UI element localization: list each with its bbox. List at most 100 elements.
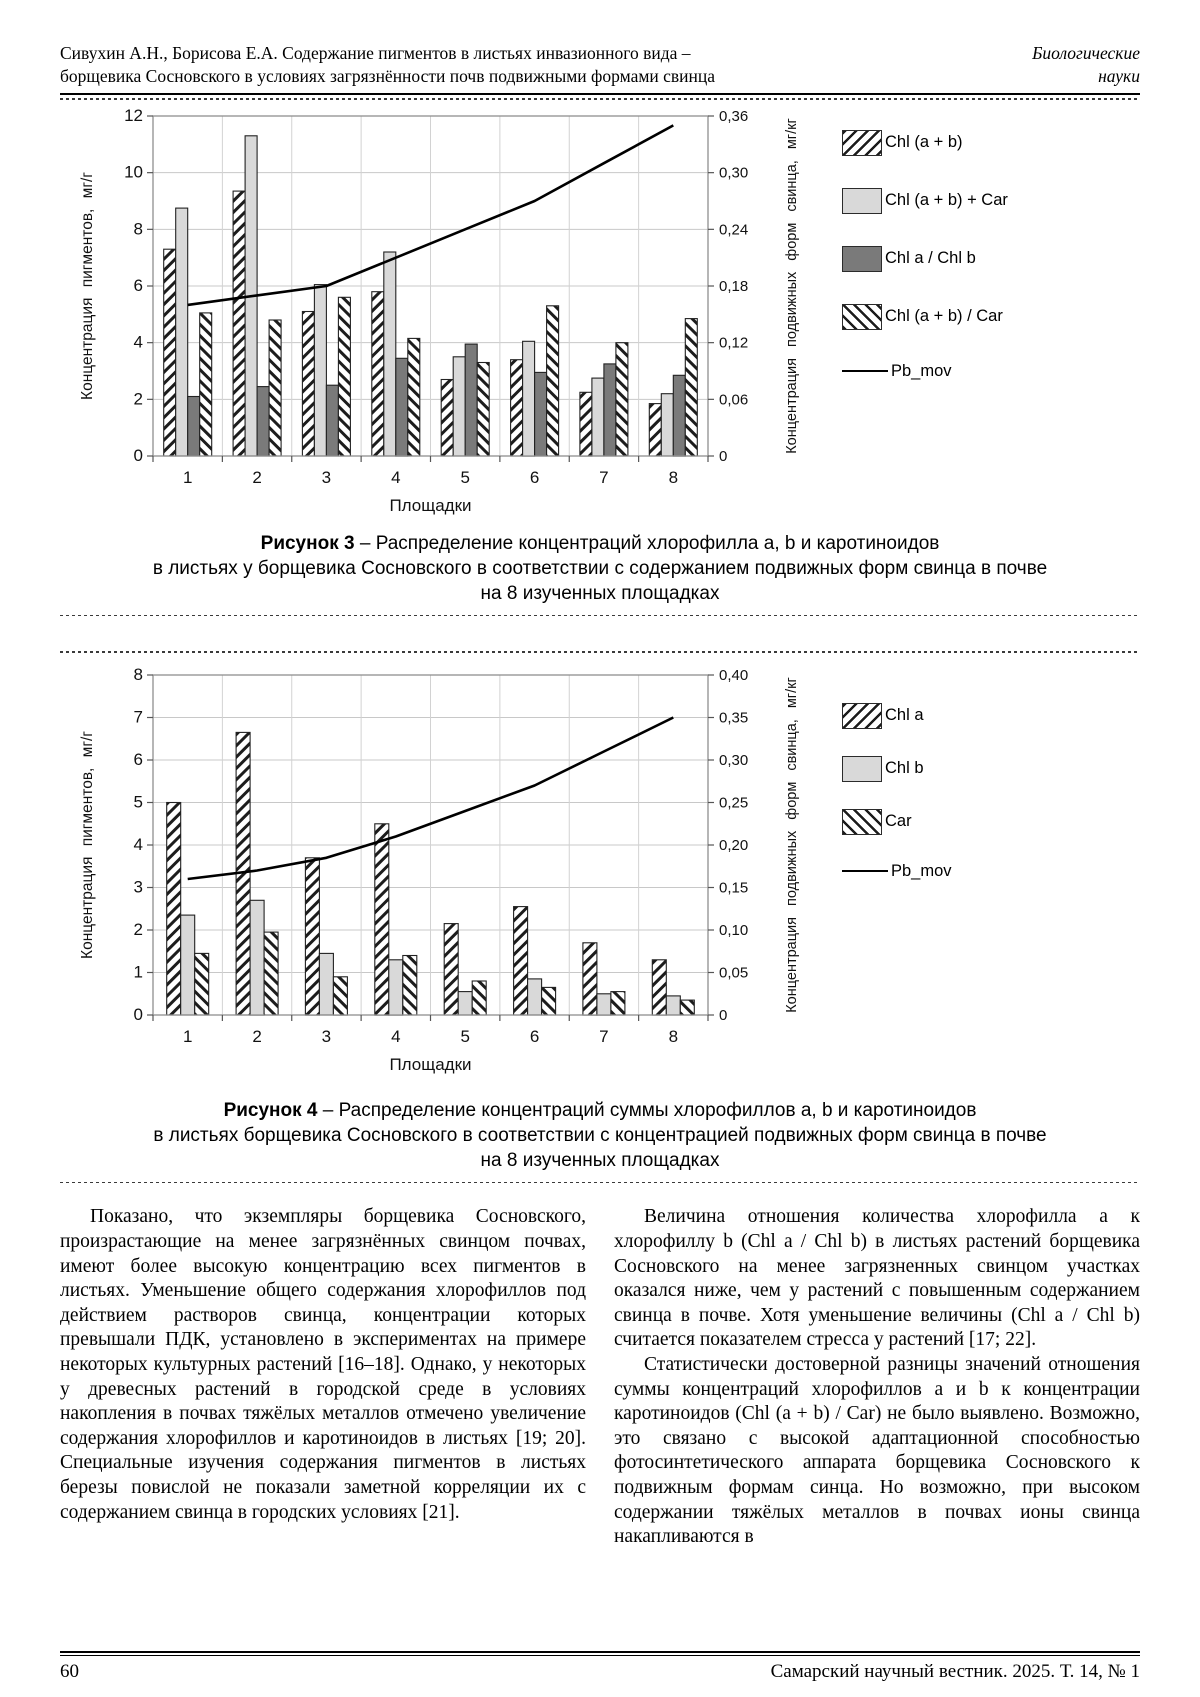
legend-item: Pb_mov xyxy=(842,362,1008,381)
figure-3-caption-line1: Рисунок 3 – Распределение концентраций х… xyxy=(260,532,940,554)
svg-text:0,10: 0,10 xyxy=(719,922,748,939)
svg-text:0: 0 xyxy=(134,1005,143,1024)
header-rule xyxy=(60,93,1140,95)
svg-text:Площадки: Площадки xyxy=(389,496,471,515)
svg-text:5: 5 xyxy=(460,1027,469,1046)
legend-label: Chl (a + b) + Car xyxy=(885,191,1008,210)
svg-text:3: 3 xyxy=(322,468,331,487)
figure-4-caption-line1: Рисунок 4 – Распределение концентраций с… xyxy=(223,1099,977,1121)
figure-4-caption: Рисунок 4 – Распределение концентраций с… xyxy=(60,1098,1140,1173)
legend-item: Chl b xyxy=(842,755,952,782)
figure-3-caption-line3: на 8 изученных площадках xyxy=(480,582,720,604)
svg-text:0,30: 0,30 xyxy=(719,752,748,769)
legend-swatch-hatch-fwd-icon xyxy=(842,702,882,729)
legend-label: Pb_mov xyxy=(891,361,952,380)
legend-line-swatch-icon xyxy=(842,370,888,373)
svg-text:1: 1 xyxy=(183,1027,192,1046)
legend-label: Chl a / Chl b xyxy=(885,249,976,268)
legend-item: Chl (a + b) xyxy=(842,129,1008,156)
right-column: Величина отношения количества хлорофилла… xyxy=(614,1205,1140,1549)
svg-text:6: 6 xyxy=(134,276,143,295)
svg-text:2: 2 xyxy=(134,920,143,939)
legend-label: Chl b xyxy=(885,759,924,778)
svg-text:0,24: 0,24 xyxy=(719,221,748,238)
svg-text:8: 8 xyxy=(134,219,143,238)
figure-4-caption-line2: в листьях борщевика Сосновского в соотве… xyxy=(153,1124,1047,1146)
pb-mov-line xyxy=(187,716,674,881)
svg-text:0,40: 0,40 xyxy=(719,667,748,684)
svg-text:8: 8 xyxy=(669,468,678,487)
figure-4-chart: 0 1 2 3 4 5 6 7 8 0 0,05 0,10 0,15 0,20 0,25 0,30 0,35 0,… xyxy=(68,663,838,1082)
svg-text:6: 6 xyxy=(134,750,143,769)
svg-text:4: 4 xyxy=(134,332,143,351)
svg-text:4: 4 xyxy=(134,835,143,854)
svg-text:0,05: 0,05 xyxy=(719,964,748,981)
figure-4-legend: Chl a Chl b Car Pb_mov xyxy=(842,663,952,908)
svg-text:6: 6 xyxy=(530,1027,539,1046)
legend-item: Chl a xyxy=(842,702,952,729)
section-line1: Биологические xyxy=(1032,43,1140,63)
svg-text:12: 12 xyxy=(124,106,143,125)
svg-text:Площадки: Площадки xyxy=(389,1055,471,1074)
page-header: Сивухин А.Н., Борисова Е.А. Содержание п… xyxy=(60,42,1140,100)
legend-swatch-hatch-back-icon xyxy=(842,303,882,330)
divider-after-figure-3 xyxy=(60,614,1140,617)
legend-item: Car xyxy=(842,808,952,835)
svg-text:0: 0 xyxy=(134,446,143,465)
legend-item: Chl a / Chl b xyxy=(842,245,1008,272)
figures-gap xyxy=(60,616,1140,648)
legend-label: Chl (a + b) / Car xyxy=(885,307,1003,326)
svg-text:Концентрация пигментов, мг/г: Концентрация пигментов, мг/г xyxy=(79,171,96,399)
svg-text:8: 8 xyxy=(134,665,143,684)
svg-text:0,18: 0,18 xyxy=(719,278,748,295)
legend-label: Chl a xyxy=(885,706,924,725)
svg-text:5: 5 xyxy=(134,792,143,811)
figure-3: 0 2 4 6 8 10 12 0 0,06 0,12 0,18 0,24 0,30 0,36 1 2 3 4 5 6… xyxy=(60,104,1140,606)
running-title: Сивухин А.Н., Борисова Е.А. Содержание п… xyxy=(60,42,715,88)
figure-4-caption-label: Рисунок 4 xyxy=(223,1099,318,1121)
journal-reference: Самарский научный вестник. 2025. Т. 14, … xyxy=(770,1661,1140,1682)
legend-swatch-darkgray-icon xyxy=(842,245,882,272)
svg-text:0,36: 0,36 xyxy=(719,108,748,125)
footer-rule xyxy=(60,1651,1140,1656)
svg-text:0,30: 0,30 xyxy=(719,164,748,181)
legend-item: Pb_mov xyxy=(842,862,952,881)
svg-text:4: 4 xyxy=(391,1027,400,1046)
svg-text:Концентрация подвижных форм св: Концентрация подвижных форм свинца, мг/к… xyxy=(784,677,800,1013)
figure-4: 0 1 2 3 4 5 6 7 8 0 0,05 0,10 0,15 0,20 0,25 0,30 0,35 0,… xyxy=(60,663,1140,1173)
running-title-line2: борщевика Сосновского в условиях загрязн… xyxy=(60,66,716,86)
legend-line-swatch-icon xyxy=(842,870,888,873)
svg-text:0,35: 0,35 xyxy=(719,709,748,726)
figure-3-caption: Рисунок 3 – Распределение концентраций х… xyxy=(60,531,1140,606)
divider-before-figure-4 xyxy=(60,651,1140,653)
left-column: Показано, что экземпляры борщевика Сосно… xyxy=(60,1205,586,1549)
svg-text:7: 7 xyxy=(134,707,143,726)
svg-text:2: 2 xyxy=(252,468,261,487)
page-number: 60 xyxy=(60,1661,79,1682)
section-line2: науки xyxy=(1098,66,1140,86)
svg-text:2: 2 xyxy=(134,389,143,408)
legend-item: Chl (a + b) + Car xyxy=(842,187,1008,214)
header-dashed-divider xyxy=(60,98,1140,100)
legend-swatch-lightgray-icon xyxy=(842,755,882,782)
figure-4-caption-line3: на 8 изученных площадках xyxy=(480,1149,720,1171)
legend-label: Car xyxy=(885,812,912,831)
figure-3-caption-label: Рисунок 3 xyxy=(260,532,355,554)
figure-3-chart: 0 2 4 6 8 10 12 0 0,06 0,12 0,18 0,24 0,30 0,36 1 2 3 4 5 6… xyxy=(68,104,838,523)
svg-text:4: 4 xyxy=(391,468,400,487)
legend-swatch-hatch-back-icon xyxy=(842,808,882,835)
svg-text:1: 1 xyxy=(183,468,192,487)
svg-text:0,12: 0,12 xyxy=(719,334,748,351)
svg-text:0: 0 xyxy=(719,1007,727,1024)
page-footer: 60 Самарский научный вестник. 2025. Т. 1… xyxy=(60,1651,1140,1683)
svg-text:3: 3 xyxy=(322,1027,331,1046)
svg-text:3: 3 xyxy=(134,877,143,896)
body-text: Показано, что экземпляры борщевика Сосно… xyxy=(60,1205,1140,1549)
svg-text:6: 6 xyxy=(530,468,539,487)
paragraph: Статистически достоверной разницы значен… xyxy=(614,1353,1140,1548)
figure-3-legend: Chl (a + b) Chl (a + b) + Car Chl a / Chl … xyxy=(842,104,1008,413)
svg-text:0,25: 0,25 xyxy=(719,794,748,811)
legend-label: Chl (a + b) xyxy=(885,133,963,152)
